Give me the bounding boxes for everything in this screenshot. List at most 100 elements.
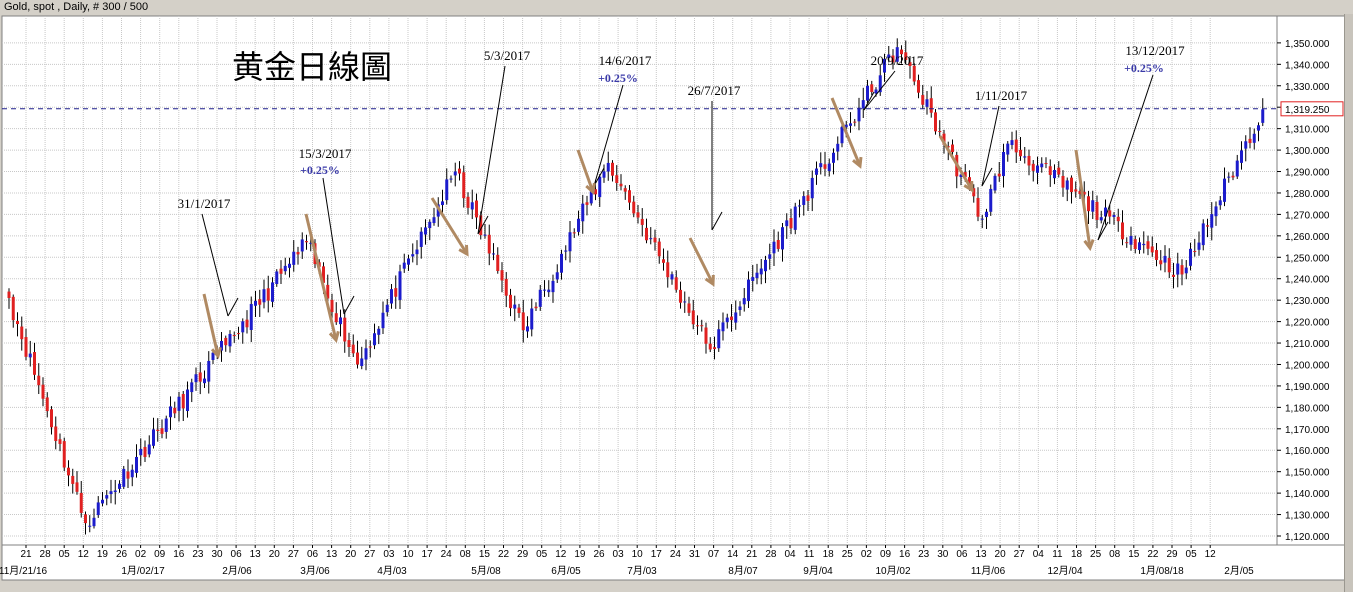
- candle-body: [900, 49, 903, 55]
- candle-body: [526, 326, 529, 332]
- candle-body: [1172, 274, 1175, 277]
- candle-body: [118, 483, 121, 489]
- trend-arrow-head: [210, 346, 222, 360]
- candle-body: [772, 241, 776, 254]
- candle-body: [58, 439, 62, 444]
- candle-body: [1053, 169, 1056, 179]
- x-tick-label: 04: [784, 549, 796, 560]
- candle-body: [912, 65, 916, 82]
- candle-body: [611, 162, 614, 176]
- candle-body: [211, 352, 215, 360]
- y-tick-label: 1,340.000: [1285, 60, 1330, 71]
- x-tick-label: 13: [326, 549, 338, 560]
- candle-body: [1189, 248, 1192, 266]
- candle-body: [1036, 165, 1039, 173]
- candle-body: [177, 396, 181, 411]
- candle-body: [1099, 217, 1103, 221]
- candle-body: [738, 306, 742, 311]
- candle-body: [54, 426, 58, 442]
- candle-body: [806, 195, 810, 201]
- candle-body: [1061, 175, 1065, 188]
- y-tick-label: 1,290.000: [1285, 168, 1330, 179]
- x-month-label: 1月/08/18: [1140, 565, 1184, 577]
- candle-body: [560, 253, 563, 273]
- candle-body: [1167, 257, 1171, 273]
- candle-body: [538, 289, 542, 307]
- candle-body: [241, 321, 245, 333]
- x-month-label: 1月/02/17: [121, 565, 165, 577]
- x-tick-label: 17: [651, 549, 663, 560]
- candle-body: [462, 172, 466, 199]
- x-tick-label: 09: [880, 549, 892, 560]
- x-tick-label: 20: [269, 549, 281, 560]
- candle-body: [645, 227, 648, 241]
- candle-body: [632, 201, 636, 214]
- candle-body: [1104, 207, 1107, 217]
- annotation-pct: +0.25%: [300, 163, 340, 177]
- candle-body: [674, 277, 678, 290]
- candle-body: [373, 333, 376, 346]
- candle-body: [20, 326, 24, 340]
- candle-body: [419, 231, 423, 247]
- candle-body: [1057, 167, 1061, 175]
- candle-body: [895, 47, 899, 62]
- candle-body: [942, 133, 946, 145]
- candle-body: [1244, 141, 1248, 149]
- candle-body: [258, 299, 262, 305]
- candle-body: [1010, 140, 1014, 146]
- candle-body: [585, 202, 589, 205]
- x-tick-label: 06: [307, 549, 319, 560]
- candle-body: [1014, 139, 1018, 153]
- candle-body: [708, 343, 712, 350]
- candle-body: [1218, 200, 1222, 206]
- y-tick-label: 1,260.000: [1285, 232, 1330, 243]
- y-tick-label: 1,270.000: [1285, 210, 1330, 221]
- y-tick-label: 1,300.000: [1285, 146, 1330, 157]
- x-tick-label: 30: [211, 549, 223, 560]
- x-tick-label: 06: [956, 549, 968, 560]
- candle-body: [1087, 196, 1090, 212]
- candle-body: [156, 429, 160, 432]
- x-tick-label: 23: [918, 549, 930, 560]
- candle-body: [330, 299, 334, 313]
- candle-body: [832, 152, 835, 163]
- x-tick-label: 18: [823, 549, 835, 560]
- candle-body: [203, 378, 206, 384]
- candle-body: [972, 188, 976, 197]
- candle-body: [802, 196, 806, 205]
- chart-title: 黄金日線圖: [232, 48, 392, 86]
- trend-arrow: [938, 135, 974, 191]
- y-tick-label: 1,160.000: [1285, 446, 1330, 457]
- x-tick-label: 12: [555, 549, 567, 560]
- candle-body: [186, 389, 189, 412]
- candle-body: [628, 190, 631, 203]
- x-tick-label: 16: [173, 549, 185, 560]
- right-scrollbar[interactable]: [1344, 14, 1353, 592]
- candle-body: [980, 218, 984, 220]
- candle-body: [662, 259, 665, 263]
- candle-body: [283, 265, 287, 272]
- annotation-pointer: [322, 177, 345, 315]
- candle-body: [891, 55, 895, 63]
- annotation-pointer: [1097, 74, 1154, 241]
- candle-body: [908, 62, 912, 66]
- candle-body: [921, 95, 925, 105]
- candle-body: [1044, 163, 1048, 165]
- x-month-label: 6月/05: [551, 565, 581, 577]
- candle-body: [938, 131, 942, 133]
- candle-body: [453, 171, 457, 176]
- annotation-pointer: [593, 167, 605, 187]
- candle-body: [441, 201, 444, 206]
- candle-body: [181, 394, 185, 409]
- x-tick-label: 05: [536, 549, 548, 560]
- candle-body: [1146, 241, 1150, 249]
- candle-body: [334, 313, 338, 323]
- candle-body: [543, 289, 546, 291]
- candle-body: [687, 303, 691, 313]
- trend-arrow-head: [963, 180, 974, 193]
- candle-body: [861, 100, 865, 109]
- candle-body: [827, 163, 831, 172]
- annotation-date: 5/3/2017: [484, 48, 531, 63]
- candle-body: [152, 429, 155, 446]
